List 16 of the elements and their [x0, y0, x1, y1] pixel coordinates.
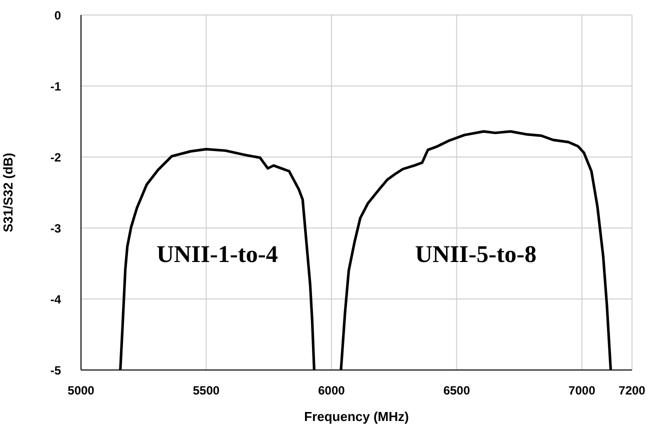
y-tick-label: -3	[50, 221, 62, 236]
x-tick-label: 5000	[68, 384, 95, 398]
x-tick-label: 6500	[443, 384, 470, 398]
x-tick-label: 7200	[618, 384, 646, 398]
y-tick-label: -2	[50, 150, 62, 164]
y-tick-label: 0	[54, 8, 62, 22]
y-tick-label: -4	[50, 292, 62, 306]
annotation: UNII-5-to-8	[414, 242, 538, 269]
x-tick-label: 5500	[192, 384, 220, 398]
x-tick-label: 6000	[318, 384, 346, 398]
y-tick-label: -1	[50, 79, 62, 94]
x-axis-title: Frequency (MHz)	[304, 409, 409, 424]
x-tick-label: 7000	[568, 384, 596, 398]
y-tick-label: -5	[50, 363, 62, 378]
annotation: UNII-1-to-4	[156, 242, 279, 269]
y-axis-title: S31/S32 (dB)	[0, 152, 16, 232]
